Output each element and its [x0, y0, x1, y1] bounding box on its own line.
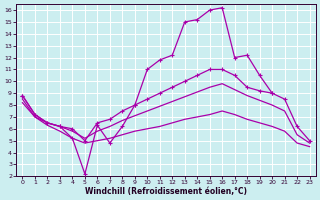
X-axis label: Windchill (Refroidissement éolien,°C): Windchill (Refroidissement éolien,°C)	[85, 187, 247, 196]
